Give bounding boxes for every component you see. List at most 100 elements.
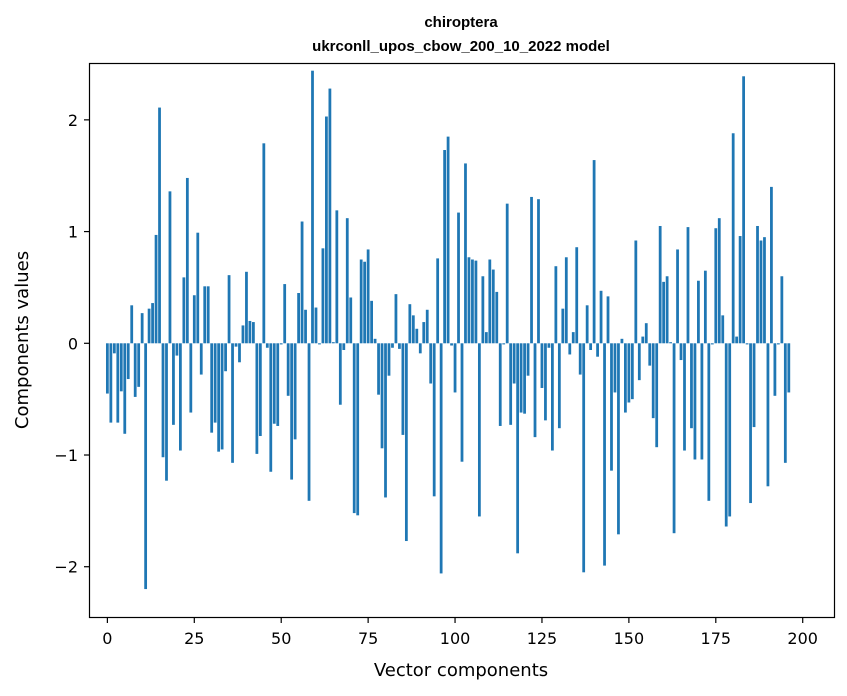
bar-50 (279, 343, 283, 345)
bar-168 (690, 343, 693, 429)
x-axis-label: Vector components (374, 660, 548, 681)
bar-121 (526, 343, 530, 376)
bar-170 (697, 280, 700, 344)
plot-frame (88, 62, 836, 619)
bar-142 (599, 290, 603, 344)
x-tick-label: 100 (440, 629, 471, 648)
bar-134 (571, 332, 575, 344)
bar-15 (158, 107, 161, 344)
bar-165 (679, 343, 683, 361)
bar-90 (418, 343, 422, 354)
bar-167 (686, 227, 690, 344)
bar-175 (714, 228, 718, 344)
bar-155 (644, 323, 648, 344)
bar-193 (776, 343, 780, 345)
bar-70 (349, 297, 353, 344)
bar-110 (488, 259, 492, 344)
bar-132 (564, 257, 568, 344)
bar-157 (651, 343, 655, 419)
bar-184 (745, 343, 749, 345)
bar-11 (144, 343, 148, 590)
bar-139 (589, 343, 593, 350)
bar-111 (491, 269, 495, 344)
bar-101 (457, 212, 460, 344)
bar-153 (637, 343, 641, 381)
bar-29 (206, 286, 210, 344)
bar-9 (137, 343, 141, 387)
bar-39 (241, 325, 245, 344)
bar-69 (345, 218, 349, 344)
bar-137 (582, 343, 586, 573)
bar-125 (540, 343, 544, 388)
x-tick-label: 125 (527, 629, 558, 648)
bar-161 (665, 276, 669, 344)
bar-71 (352, 343, 356, 514)
bar-23 (185, 177, 189, 344)
bar-66 (335, 210, 339, 344)
bar-192 (773, 343, 777, 396)
bar-162 (669, 342, 672, 344)
bar-5 (123, 343, 127, 434)
bar-33 (220, 343, 224, 450)
bar-87 (408, 304, 412, 344)
bar-28 (203, 286, 207, 344)
bar-130 (557, 343, 561, 429)
bar-143 (603, 343, 606, 566)
bar-88 (411, 315, 415, 344)
bar-183 (742, 76, 745, 344)
bar-149 (624, 343, 627, 413)
bar-84 (398, 343, 401, 349)
bar-118 (516, 343, 520, 554)
bar-46 (265, 343, 269, 348)
bar-74 (363, 261, 367, 344)
bar-119 (519, 343, 523, 413)
bar-60 (314, 307, 318, 344)
bar-77 (373, 338, 377, 344)
bar-148 (620, 338, 624, 344)
bar-12 (147, 308, 151, 344)
bar-16 (161, 343, 165, 458)
bar-91 (422, 322, 426, 344)
bar-22 (182, 277, 186, 344)
bar-18 (168, 191, 172, 344)
bar-86 (404, 343, 408, 542)
bar-52 (286, 343, 290, 396)
bar-61 (318, 343, 321, 345)
bar-133 (568, 343, 572, 355)
bar-120 (523, 343, 526, 414)
bar-164 (676, 249, 679, 344)
y-tick-label: 0 (68, 334, 78, 353)
bar-59 (311, 70, 314, 344)
bar-93 (429, 343, 433, 384)
bar-189 (763, 237, 766, 344)
bar-126 (544, 343, 547, 421)
x-tick-label: 50 (271, 629, 291, 648)
bar-43 (255, 343, 259, 454)
bar-187 (756, 225, 759, 344)
bar-76 (370, 300, 373, 344)
bar-45 (262, 143, 266, 344)
bar-186 (752, 343, 756, 428)
bar-58 (307, 343, 311, 501)
bar-103 (464, 163, 467, 344)
bar-78 (377, 343, 380, 395)
bar-64 (328, 88, 332, 344)
bar-56 (300, 221, 304, 344)
bar-7 (130, 305, 134, 344)
bar-20 (175, 343, 179, 356)
bar-178 (724, 343, 728, 527)
bar-26 (196, 232, 200, 344)
bar-144 (606, 296, 610, 344)
bar-131 (561, 308, 565, 344)
bar-108 (481, 276, 485, 344)
bar-185 (749, 343, 752, 504)
y-axis: −2 −1 0 1 2 (54, 111, 90, 577)
bar-1 (109, 343, 113, 423)
bar-146 (613, 343, 617, 393)
x-tick-label: 175 (701, 629, 732, 648)
bar-160 (662, 281, 666, 344)
bar-195 (783, 343, 787, 463)
x-tick-label: 200 (787, 629, 818, 648)
bar-194 (780, 276, 784, 344)
